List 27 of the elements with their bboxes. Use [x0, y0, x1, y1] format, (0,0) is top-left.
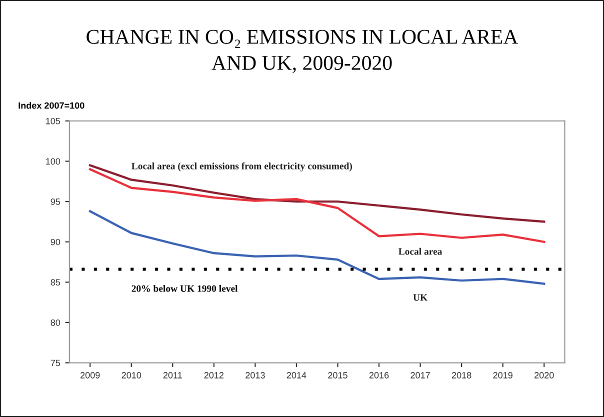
- y-tick-label: 105: [46, 118, 60, 124]
- y-tick-label: 85: [50, 279, 60, 286]
- y-axis-title: Index 2007=100: [18, 102, 84, 109]
- y-tick-label: 90: [50, 238, 60, 246]
- x-tick-label: 2011: [163, 372, 182, 378]
- series-label: UK: [413, 294, 428, 301]
- x-tick-label: 2019: [493, 372, 512, 378]
- x-tick-label: 2013: [246, 372, 265, 378]
- x-tick-label: 2015: [328, 372, 348, 378]
- line-series: [88, 164, 546, 223]
- chart-title: CHANGE IN CO₂ EMISSIONS IN LOCAL AREA AND UK, 2009-2020: [86, 30, 518, 73]
- x-tick-label: 2010: [122, 372, 142, 378]
- series-label: Local area: [398, 248, 442, 255]
- series-label: Local area (excl emissions from electricity consumed): [132, 162, 352, 172]
- x-tick-label: 2012: [204, 372, 224, 378]
- x-tick-label: 2009: [80, 372, 100, 378]
- x-tick-label: 2018: [452, 372, 472, 378]
- ref-line-label: 20% below UK 1990 level: [132, 285, 238, 292]
- y-tick-label: 75: [50, 360, 60, 366]
- x-tick-label: 2020: [534, 372, 554, 378]
- y-tick-label: 100: [46, 158, 60, 165]
- line-series: [88, 210, 546, 285]
- x-tick-label: 2014: [286, 372, 306, 378]
- y-tick-label: 95: [50, 198, 60, 205]
- y-tick-label: 80: [50, 319, 60, 326]
- x-tick-label: 2017: [410, 372, 430, 378]
- x-tick-label: 2016: [369, 372, 389, 378]
